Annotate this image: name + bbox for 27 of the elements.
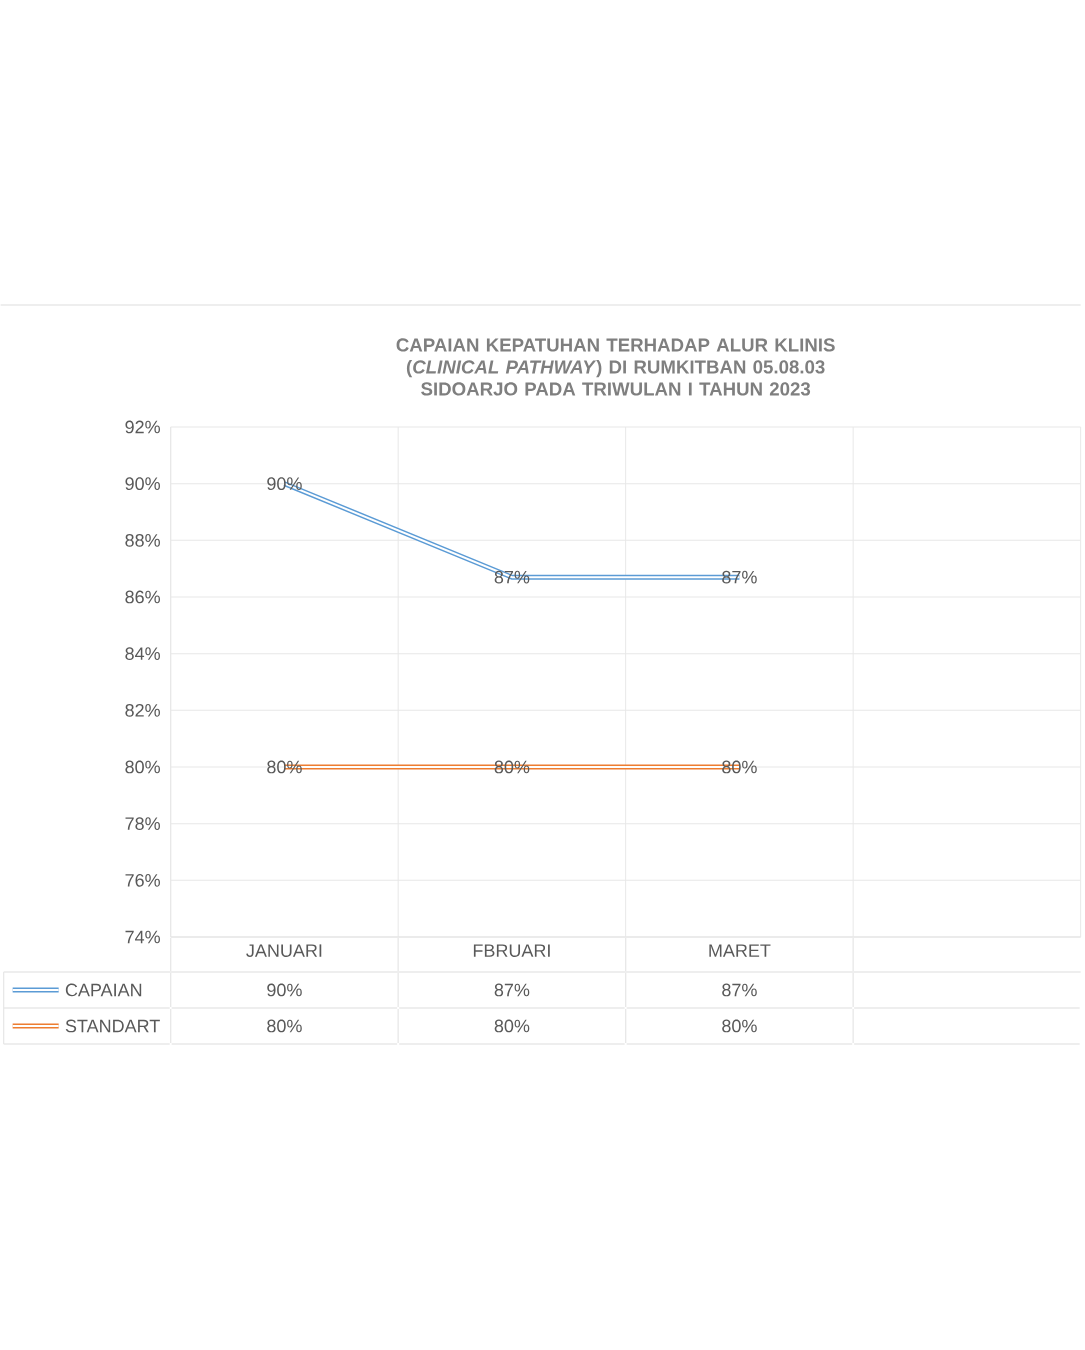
legend-label: STANDART (65, 1019, 160, 1033)
y-tick-label: 74% (125, 930, 160, 944)
legend-label: CAPAIAN (65, 983, 142, 997)
y-tick-label: 90% (125, 477, 160, 491)
data-label: 80% (722, 1019, 757, 1033)
y-tick-label: 78% (125, 817, 160, 831)
y-tick-label: 86% (125, 590, 160, 604)
y-tick-label: 88% (125, 533, 160, 547)
y-tick-label: 76% (125, 873, 160, 887)
y-tick-label: 84% (125, 647, 160, 661)
text: 80% (494, 760, 530, 774)
data-label: 87% (494, 983, 530, 997)
text: 80% (267, 760, 302, 774)
data-label: 80% (267, 1019, 302, 1033)
text: 80% (722, 760, 757, 774)
text: 87% (722, 570, 757, 584)
y-tick-label: 80% (125, 760, 160, 774)
x-tick-label: JANUARI (246, 944, 322, 957)
data-label: 80% (494, 1019, 530, 1033)
x-tick-label: FBRUARI (473, 944, 550, 957)
data-label: 90% (267, 983, 302, 997)
x-tick-label: MARET (709, 944, 771, 957)
chart-title: CAPAIAN KEPATUHAN TERHADAP ALUR KLINIS (CLINICAL PATHWAY) DI RUMKITBAN 05.08.03 SIDOARJO PADA TRIWULAN I TAHUN 2023 (396, 338, 835, 396)
data-label: 87% (722, 983, 757, 997)
y-tick-label: 82% (125, 703, 160, 717)
y-tick-label: 92% (125, 420, 160, 434)
text: 90% (267, 477, 302, 491)
